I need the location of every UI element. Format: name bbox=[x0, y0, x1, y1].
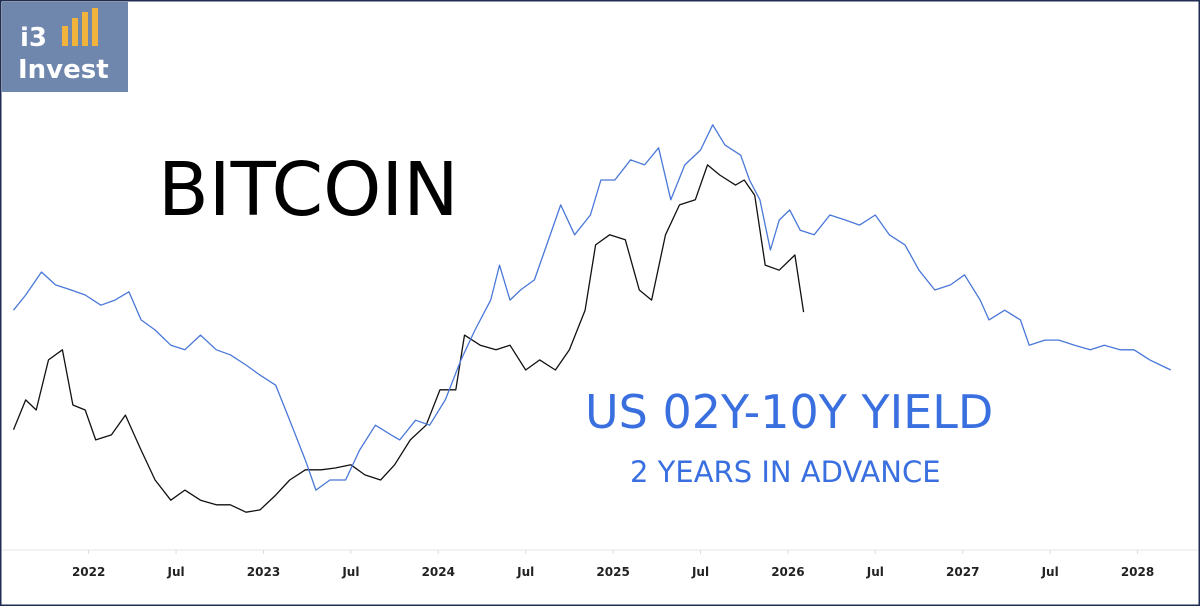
x-tick-label: 2025 bbox=[596, 565, 629, 579]
x-tick-label: 2027 bbox=[946, 565, 979, 579]
x-tick-label: 2022 bbox=[72, 565, 105, 579]
x-tick-label: Jul bbox=[866, 565, 884, 579]
x-tick-label: Jul bbox=[516, 565, 534, 579]
logo-bar bbox=[82, 12, 88, 46]
logo-text: Invest bbox=[18, 55, 109, 85]
series-label: US 02Y-10Y YIELD bbox=[585, 385, 993, 439]
x-tick-label: Jul bbox=[341, 565, 359, 579]
logo-text: i3 bbox=[20, 23, 47, 53]
x-tick-label: Jul bbox=[1041, 565, 1059, 579]
x-tick-label: 2026 bbox=[771, 565, 804, 579]
annotation: 2 YEARS IN ADVANCE bbox=[630, 455, 941, 489]
logo-bar bbox=[72, 18, 78, 46]
x-tick-label: 2028 bbox=[1121, 565, 1154, 579]
plot-area: 2022 Jul 2023 Jul 2024 Jul 2025 Jul 2026 Jul 2027 J… bbox=[12, 124, 1172, 579]
series-line bbox=[12, 164, 805, 513]
logo-bar bbox=[92, 8, 98, 46]
x-tick-label: 2023 bbox=[247, 565, 280, 579]
series-line bbox=[12, 124, 1172, 491]
x-tick-label: 2024 bbox=[422, 565, 455, 579]
x-tick-label: Jul bbox=[691, 565, 709, 579]
series-label: BITCOIN bbox=[158, 147, 459, 233]
logo-bar bbox=[62, 26, 68, 46]
logo-box bbox=[2, 2, 128, 92]
x-tick-label: Jul bbox=[167, 565, 185, 579]
